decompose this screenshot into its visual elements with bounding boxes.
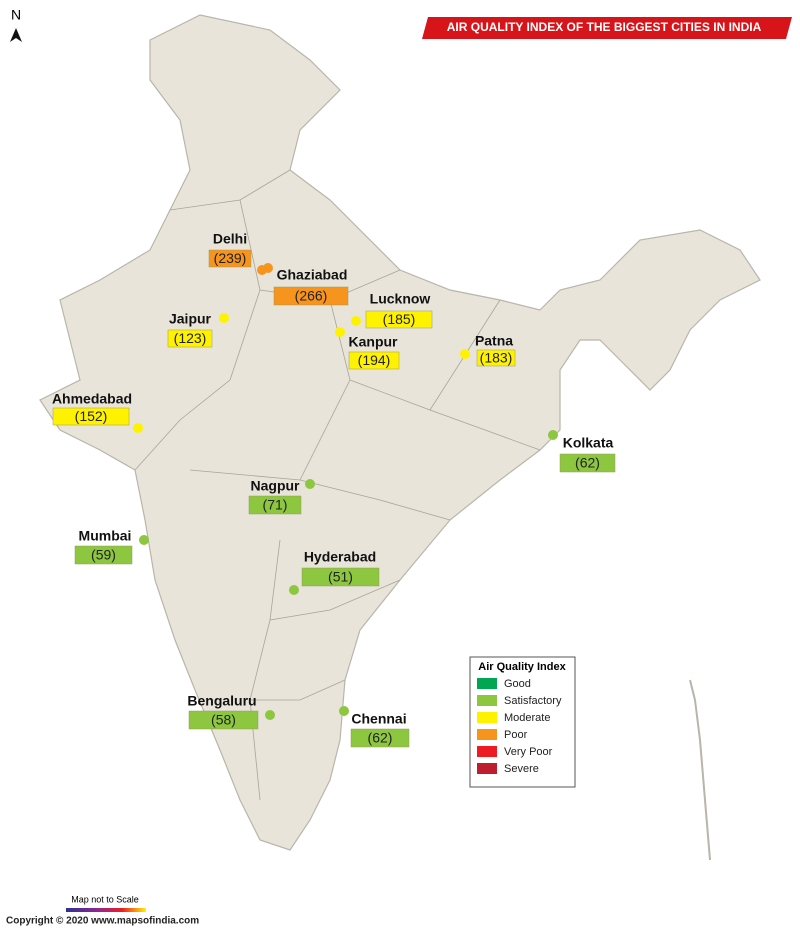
india-outline	[39, 14, 761, 851]
legend-swatch	[477, 678, 497, 689]
aqi-box	[52, 407, 130, 426]
aqi-box	[188, 710, 259, 730]
aqi-box	[559, 453, 616, 473]
aqi-box	[248, 495, 302, 515]
city-dot	[305, 479, 315, 489]
aqi-box	[167, 329, 213, 348]
aqi-label: (58)	[211, 712, 236, 728]
city-name: Kanpur	[349, 334, 399, 350]
city-name: Ahmedabad	[52, 391, 132, 407]
city-dot	[219, 313, 229, 323]
title-banner	[422, 17, 792, 39]
aqi-label: (239)	[214, 250, 247, 266]
city-dot	[139, 535, 149, 545]
aqi-label: (51)	[328, 569, 353, 585]
aqi-label: (152)	[75, 408, 108, 424]
city-dot	[548, 430, 558, 440]
city-name: Nagpur	[251, 478, 301, 494]
city-name: Bengaluru	[187, 693, 256, 709]
aqi-box	[350, 728, 410, 748]
aqi-label: (62)	[575, 455, 600, 471]
aqi-label: (194)	[358, 352, 391, 368]
scale-bar	[66, 908, 146, 912]
legend-label: Moderate	[504, 712, 550, 724]
city-name: Ghaziabad	[277, 267, 348, 283]
scale-note: Map not to Scale	[71, 894, 139, 904]
city-dot	[263, 263, 273, 273]
title: AIR QUALITY INDEX OF THE BIGGEST CITIES …	[447, 20, 762, 34]
city-name: Chennai	[351, 711, 406, 727]
aqi-box	[273, 286, 349, 306]
north-label: N	[11, 7, 21, 23]
aqi-box	[476, 349, 516, 367]
aqi-label: (62)	[368, 730, 393, 746]
city-name: Hyderabad	[304, 549, 376, 565]
aqi-label: (183)	[480, 350, 513, 366]
legend: Air Quality Index Good Satisfactory Modera…	[469, 656, 576, 788]
legend-label: Satisfactory	[504, 695, 562, 707]
city-dot	[351, 316, 361, 326]
city-name: Delhi	[213, 231, 247, 247]
aqi-box	[74, 545, 133, 565]
city-dot	[133, 423, 143, 433]
legend-title: Air Quality Index	[478, 661, 566, 673]
aqi-box	[365, 310, 433, 329]
city-name: Lucknow	[370, 291, 431, 307]
city-name: Jaipur	[169, 311, 212, 327]
city-dot	[460, 349, 470, 359]
aqi-box	[208, 249, 252, 268]
city-dot	[289, 585, 299, 595]
legend-swatch	[477, 695, 497, 706]
city-name: Patna	[475, 333, 513, 349]
legend-swatch	[477, 763, 497, 774]
cities: Delhi (239) Ghaziabad (266) Lucknow (185) Kanp…	[52, 231, 616, 748]
aqi-label: (123)	[174, 330, 207, 346]
legend-swatch	[477, 746, 497, 757]
islands	[689, 679, 711, 861]
aqi-box	[348, 351, 400, 370]
city-dot	[265, 710, 275, 720]
copyright: Copyright © 2020 www.mapsofindia.com	[6, 916, 199, 927]
city-dot	[335, 327, 345, 337]
legend-label: Severe	[504, 763, 539, 775]
legend-label: Poor	[504, 729, 528, 741]
legend-label: Good	[504, 678, 531, 690]
city-dot	[339, 706, 349, 716]
aqi-label: (71)	[263, 497, 288, 513]
legend-swatch	[477, 729, 497, 740]
aqi-label: (266)	[295, 288, 328, 304]
north-arrow	[10, 28, 22, 42]
legend-swatch	[477, 712, 497, 723]
city-name: Mumbai	[79, 528, 132, 544]
aqi-label: (185)	[383, 311, 416, 327]
legend-label: Very Poor	[504, 746, 553, 758]
city-name: Kolkata	[563, 435, 614, 451]
aqi-label: (59)	[91, 547, 116, 563]
aqi-box	[301, 567, 380, 587]
